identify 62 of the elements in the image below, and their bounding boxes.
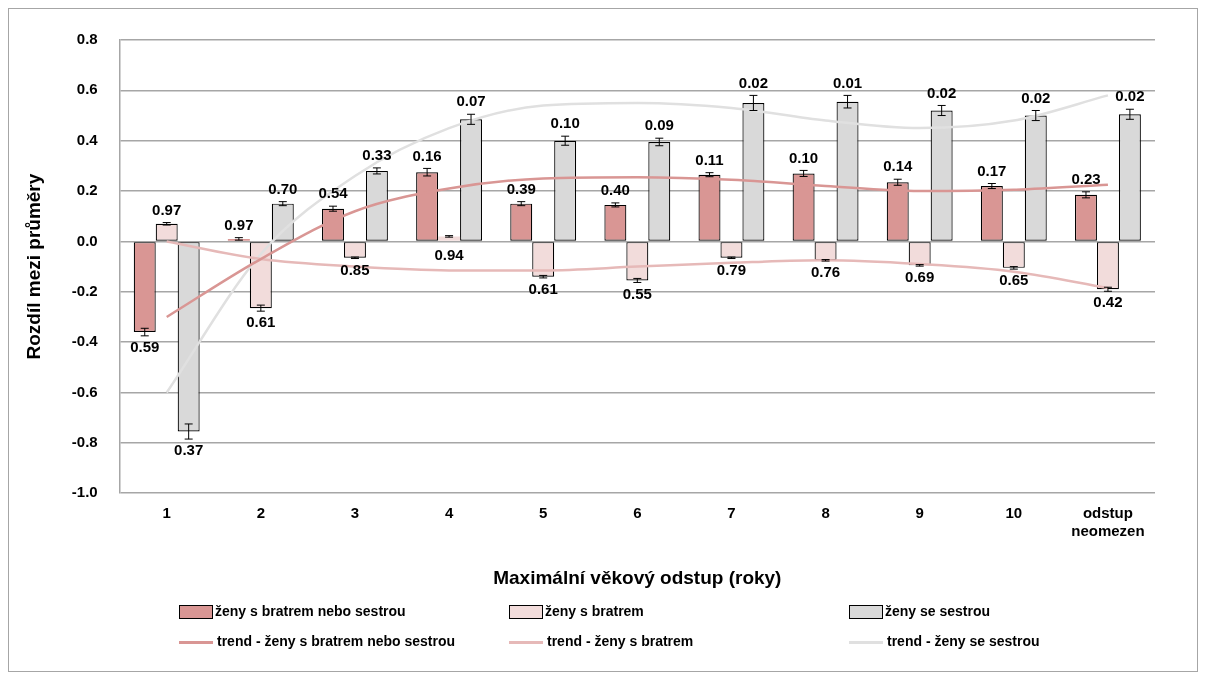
- y-tick-label: 0.4: [76, 130, 99, 148]
- annotation: 0.42: [1093, 293, 1123, 311]
- x-tick-label: 6: [633, 504, 642, 522]
- annotation: 0.59: [130, 337, 160, 355]
- annotation: 0.02: [927, 83, 957, 101]
- annotation: 0.97: [224, 215, 254, 233]
- x-tick-label: 7: [727, 504, 736, 522]
- annotation: 0.55: [622, 284, 652, 302]
- annotation: 0.02: [738, 73, 769, 91]
- annotation: 0.16: [412, 146, 442, 164]
- annotation: 0.17: [977, 161, 1007, 179]
- annotation: 0.65: [999, 271, 1029, 289]
- y-axis-title: Rozdíl mezi průměry: [22, 173, 44, 360]
- annotation: 0.76: [810, 263, 841, 281]
- y-tick-label: 0.2: [76, 181, 98, 199]
- annotation: 0.10: [550, 114, 580, 132]
- x-tick-label: 10: [1005, 504, 1023, 522]
- x-tick-label: 1: [162, 504, 171, 522]
- legend-label: trend - ženy s bratrem: [547, 633, 694, 650]
- annotation: 0.94: [434, 245, 465, 263]
- x-tick-label: 2: [256, 504, 265, 522]
- legend-label: ženy se sestrou: [885, 603, 991, 619]
- annotation: 0.85: [340, 260, 370, 278]
- annotation: 0.02: [1021, 88, 1051, 106]
- y-tick-label: 0.8: [76, 30, 98, 48]
- y-tick-label: -1.0: [71, 483, 98, 501]
- legend-label: trend - ženy se sestrou: [887, 633, 1040, 650]
- legend-label: ženy s bratrem nebo sestrou: [215, 603, 406, 619]
- x-tick-label: 8: [821, 504, 830, 522]
- x-tick-label: 3: [350, 504, 360, 522]
- annotation: 0.14: [883, 157, 913, 175]
- annotation: 0.39: [506, 179, 536, 197]
- annotation: 0.79: [716, 260, 747, 278]
- y-tick-label: 0.0: [76, 231, 98, 249]
- annotation: 0.61: [246, 313, 276, 331]
- annotation: 0.97: [152, 200, 182, 218]
- annotation: 0.09: [644, 116, 674, 134]
- x-axis-title: Maximální věkový odstup (roky): [493, 566, 782, 588]
- annotation: 0.01: [832, 73, 863, 91]
- annotation: 0.54: [318, 184, 349, 202]
- x-tick-label: 9: [915, 504, 924, 522]
- annotation: 0.23: [1071, 169, 1101, 187]
- y-tick-label: -0.4: [71, 332, 99, 350]
- y-tick-label: -0.2: [71, 281, 98, 299]
- x-tick-label: odstup neomezen: [1071, 504, 1145, 540]
- annotation: 0.61: [528, 280, 558, 298]
- annotation: 0.37: [174, 441, 204, 459]
- x-tick-label: 4: [444, 504, 454, 522]
- annotation: 0.40: [600, 181, 630, 199]
- annotation: 0.70: [268, 179, 298, 197]
- annotation: 0.11: [695, 150, 724, 168]
- annotation: 0.10: [789, 148, 819, 166]
- annotation: 0.69: [905, 268, 935, 286]
- legend-label: ženy s bratrem: [545, 603, 644, 619]
- annotation: 0.02: [1115, 87, 1145, 105]
- y-tick-label: -0.6: [71, 382, 98, 400]
- y-tick-label: 0.6: [76, 80, 98, 98]
- x-tick-label: 5: [539, 504, 548, 522]
- legend-label: trend - ženy s bratrem nebo sestrou: [217, 633, 456, 650]
- annotation: 0.07: [456, 92, 486, 110]
- y-tick-label: -0.8: [71, 432, 98, 450]
- annotation: 0.33: [362, 146, 392, 164]
